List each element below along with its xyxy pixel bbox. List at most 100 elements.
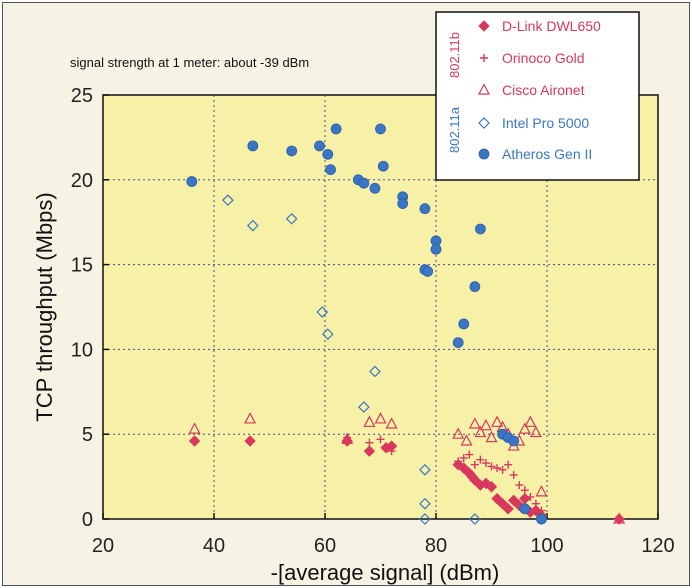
point-d-link-dwl650 <box>613 513 625 525</box>
point-cisco-aironet <box>613 512 626 524</box>
point-atheros-gen-ii <box>322 148 334 160</box>
point-cisco-aironet <box>341 432 354 444</box>
point-orinoco-gold <box>509 470 518 479</box>
data-points <box>186 123 626 525</box>
legend-label-d-link-dwl650: D-Link DWL650 <box>502 18 601 34</box>
point-intel-pro-5000 <box>321 328 334 340</box>
point-atheros-gen-ii <box>519 503 531 515</box>
point-cisco-aironet <box>524 415 537 427</box>
point-cisco-aironet <box>479 418 492 431</box>
point-orinoco-gold <box>454 457 463 466</box>
legend-label-intel-pro-5000: Intel Pro 5000 <box>502 115 589 131</box>
point-atheros-gen-ii <box>458 318 470 330</box>
point-cisco-aironet <box>374 412 387 424</box>
point-atheros-gen-ii <box>508 435 520 447</box>
point-d-link-dwl650 <box>244 435 256 447</box>
annotation-text: signal strength at 1 meter: about -39 dB… <box>70 55 309 70</box>
legend-label-cisco-aironet: Cisco Aironet <box>502 82 585 98</box>
point-intel-pro-5000 <box>285 212 298 225</box>
legend-marker-cisco-aironet <box>478 83 490 95</box>
point-d-link-dwl650 <box>485 481 498 493</box>
point-atheros-gen-ii <box>536 513 547 525</box>
point-d-link-dwl650 <box>502 503 514 515</box>
legend-marker-intel-pro-5000 <box>478 117 490 129</box>
x-tick-label: 20 <box>92 535 114 557</box>
point-cisco-aironet <box>535 485 548 497</box>
y-tick-label: 0 <box>82 509 93 531</box>
point-atheros-gen-ii <box>247 140 259 152</box>
point-intel-pro-5000 <box>316 306 329 318</box>
x-tick-label: 80 <box>425 535 447 557</box>
x-tick-label: 40 <box>203 535 225 557</box>
point-cisco-aironet <box>468 417 481 429</box>
x-tick-label: 100 <box>530 535 563 557</box>
point-orinoco-gold <box>387 447 396 456</box>
point-cisco-aironet <box>474 425 487 438</box>
point-atheros-gen-ii <box>325 164 336 176</box>
point-cisco-aironet <box>452 427 465 439</box>
point-intel-pro-5000 <box>419 463 431 476</box>
point-intel-pro-5000 <box>247 219 259 232</box>
point-orinoco-gold <box>365 438 374 447</box>
point-atheros-gen-ii <box>452 337 464 349</box>
point-orinoco-gold <box>470 460 479 469</box>
legend-marker-orinoco-gold <box>480 54 488 62</box>
y-tick-label: 10 <box>71 339 93 361</box>
legend-band-80211a: 802.11a <box>447 106 462 153</box>
point-atheros-gen-ii <box>186 176 198 187</box>
legend: D-Link DWL650 Orinoco Gold Cisco Aironet In… <box>435 11 640 181</box>
point-orinoco-gold <box>498 465 507 474</box>
x-axis-ticks: 20 40 60 80 100 120 <box>92 513 675 557</box>
legend-box <box>435 11 640 181</box>
point-orinoco-gold <box>493 464 502 473</box>
point-cisco-aironet <box>518 422 531 434</box>
point-atheros-gen-ii <box>469 281 481 293</box>
point-d-link-dwl650 <box>188 435 201 447</box>
point-orinoco-gold <box>459 453 468 462</box>
point-atheros-gen-ii <box>369 182 381 194</box>
point-intel-pro-5000 <box>419 497 431 510</box>
point-orinoco-gold <box>520 486 529 495</box>
point-cisco-aironet <box>385 417 398 429</box>
x-axis-label: -[average signal] (dBm) <box>271 560 500 585</box>
point-orinoco-gold <box>481 459 490 468</box>
point-cisco-aironet <box>244 412 257 424</box>
y-axis-label: TCP throughput (Mbps) <box>32 192 57 421</box>
point-d-link-dwl650 <box>363 445 376 457</box>
x-tick-label: 120 <box>641 535 674 557</box>
point-intel-pro-5000 <box>419 513 431 525</box>
point-orinoco-gold <box>515 481 524 490</box>
point-orinoco-gold <box>376 435 385 444</box>
point-orinoco-gold <box>465 450 474 459</box>
point-cisco-aironet <box>485 430 498 443</box>
point-intel-pro-5000 <box>222 194 234 207</box>
point-orinoco-gold <box>504 460 513 469</box>
point-atheros-gen-ii <box>286 145 298 157</box>
point-atheros-gen-ii <box>330 123 342 135</box>
point-cisco-aironet <box>188 422 201 434</box>
legend-marker-d-link-dwl650 <box>478 20 490 32</box>
point-cisco-aironet <box>460 434 473 446</box>
point-cisco-aironet <box>491 415 504 427</box>
point-atheros-gen-ii <box>377 160 389 172</box>
point-atheros-gen-ii <box>474 223 486 235</box>
y-tick-label: 15 <box>71 255 93 277</box>
point-orinoco-gold <box>476 455 485 464</box>
legend-label-orinoco-gold: Orinoco Gold <box>502 50 584 66</box>
point-orinoco-gold <box>487 462 496 471</box>
point-intel-pro-5000 <box>469 513 481 525</box>
point-atheros-gen-ii <box>422 265 434 277</box>
point-atheros-gen-ii <box>430 243 442 255</box>
y-tick-label: 25 <box>71 85 93 107</box>
point-atheros-gen-ii <box>419 203 431 215</box>
point-intel-pro-5000 <box>369 365 381 378</box>
point-orinoco-gold <box>531 499 540 508</box>
point-cisco-aironet <box>529 425 542 438</box>
point-atheros-gen-ii <box>397 198 409 209</box>
point-atheros-gen-ii <box>314 140 325 152</box>
point-atheros-gen-ii <box>358 177 370 189</box>
point-cisco-aironet <box>363 415 376 427</box>
point-intel-pro-5000 <box>358 401 370 413</box>
y-tick-label: 20 <box>71 170 93 192</box>
